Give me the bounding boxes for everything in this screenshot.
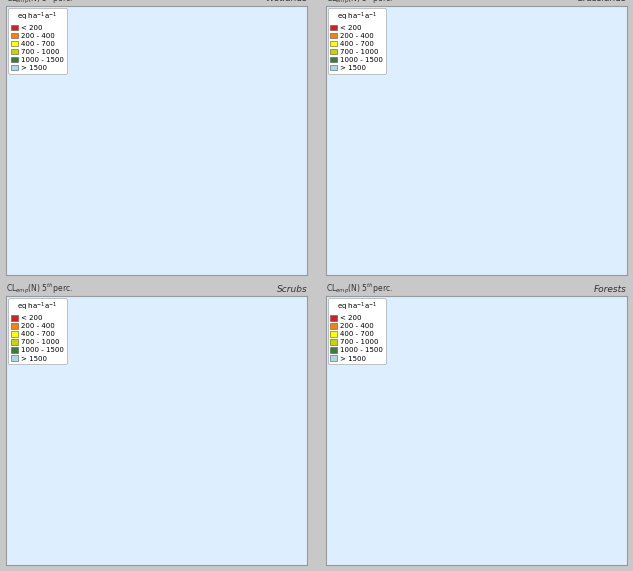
Text: Scrubs: Scrubs [277, 285, 308, 293]
Text: CL$_{emp}$(N) 5$^{th}$perc.: CL$_{emp}$(N) 5$^{th}$perc. [325, 282, 392, 296]
Text: Grasslands: Grasslands [577, 0, 627, 3]
Text: Wetlands: Wetlands [265, 0, 308, 3]
Legend: < 200, 200 - 400, 400 - 700, 700 - 1000, 1000 - 1500, > 1500: < 200, 200 - 400, 400 - 700, 700 - 1000,… [8, 8, 66, 74]
Text: CL$_{emp}$(N) 5$^{th}$perc.: CL$_{emp}$(N) 5$^{th}$perc. [6, 0, 73, 6]
Text: CL$_{emp}$(N) 5$^{th}$perc.: CL$_{emp}$(N) 5$^{th}$perc. [6, 282, 73, 296]
Legend: < 200, 200 - 400, 400 - 700, 700 - 1000, 1000 - 1500, > 1500: < 200, 200 - 400, 400 - 700, 700 - 1000,… [328, 8, 385, 74]
Text: Forests: Forests [594, 285, 627, 293]
Text: CL$_{emp}$(N) 5$^{th}$perc.: CL$_{emp}$(N) 5$^{th}$perc. [325, 0, 392, 6]
Legend: < 200, 200 - 400, 400 - 700, 700 - 1000, 1000 - 1500, > 1500: < 200, 200 - 400, 400 - 700, 700 - 1000,… [8, 298, 66, 364]
Legend: < 200, 200 - 400, 400 - 700, 700 - 1000, 1000 - 1500, > 1500: < 200, 200 - 400, 400 - 700, 700 - 1000,… [328, 298, 385, 364]
